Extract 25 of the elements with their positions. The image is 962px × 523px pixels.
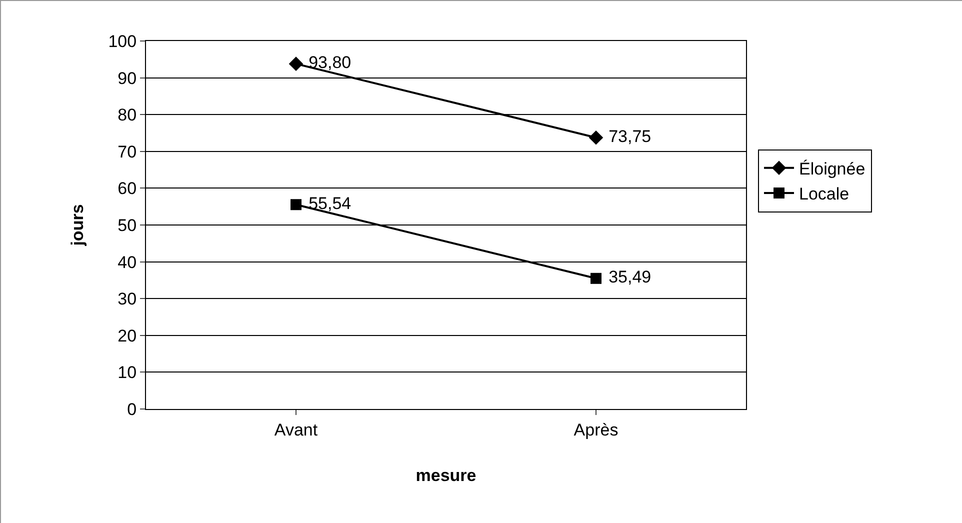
data-label: 93,80	[304, 53, 352, 72]
y-tick-label: 20	[118, 326, 137, 346]
y-tick-label: 80	[118, 106, 137, 125]
y-axis-title: jours	[68, 204, 87, 247]
point	[288, 56, 304, 71]
x-tick-label: Après	[574, 420, 618, 440]
y-tick-label: 60	[118, 179, 137, 198]
point	[588, 130, 604, 145]
y-tick-label: 10	[118, 363, 137, 382]
point	[590, 272, 602, 284]
y-tick-label: 90	[118, 68, 137, 88]
y-tick-label: 30	[118, 290, 137, 309]
y-tick-label: 40	[118, 252, 137, 272]
y-tick-label: 100	[108, 32, 137, 51]
data-label: 73,75	[604, 126, 652, 146]
data-label: 55,54	[304, 194, 352, 213]
y-tick-label: 0	[127, 400, 137, 419]
x-axis-title: mesure	[416, 466, 476, 485]
y-tick-label: 50	[118, 216, 137, 235]
y-tick-label: 70	[118, 142, 137, 162]
x-tick-label: Avant	[274, 420, 318, 440]
point	[290, 199, 302, 210]
legend-label: Éloignée	[799, 160, 866, 179]
data-label: 35,49	[604, 268, 652, 287]
legend-label: Locale	[799, 184, 850, 204]
